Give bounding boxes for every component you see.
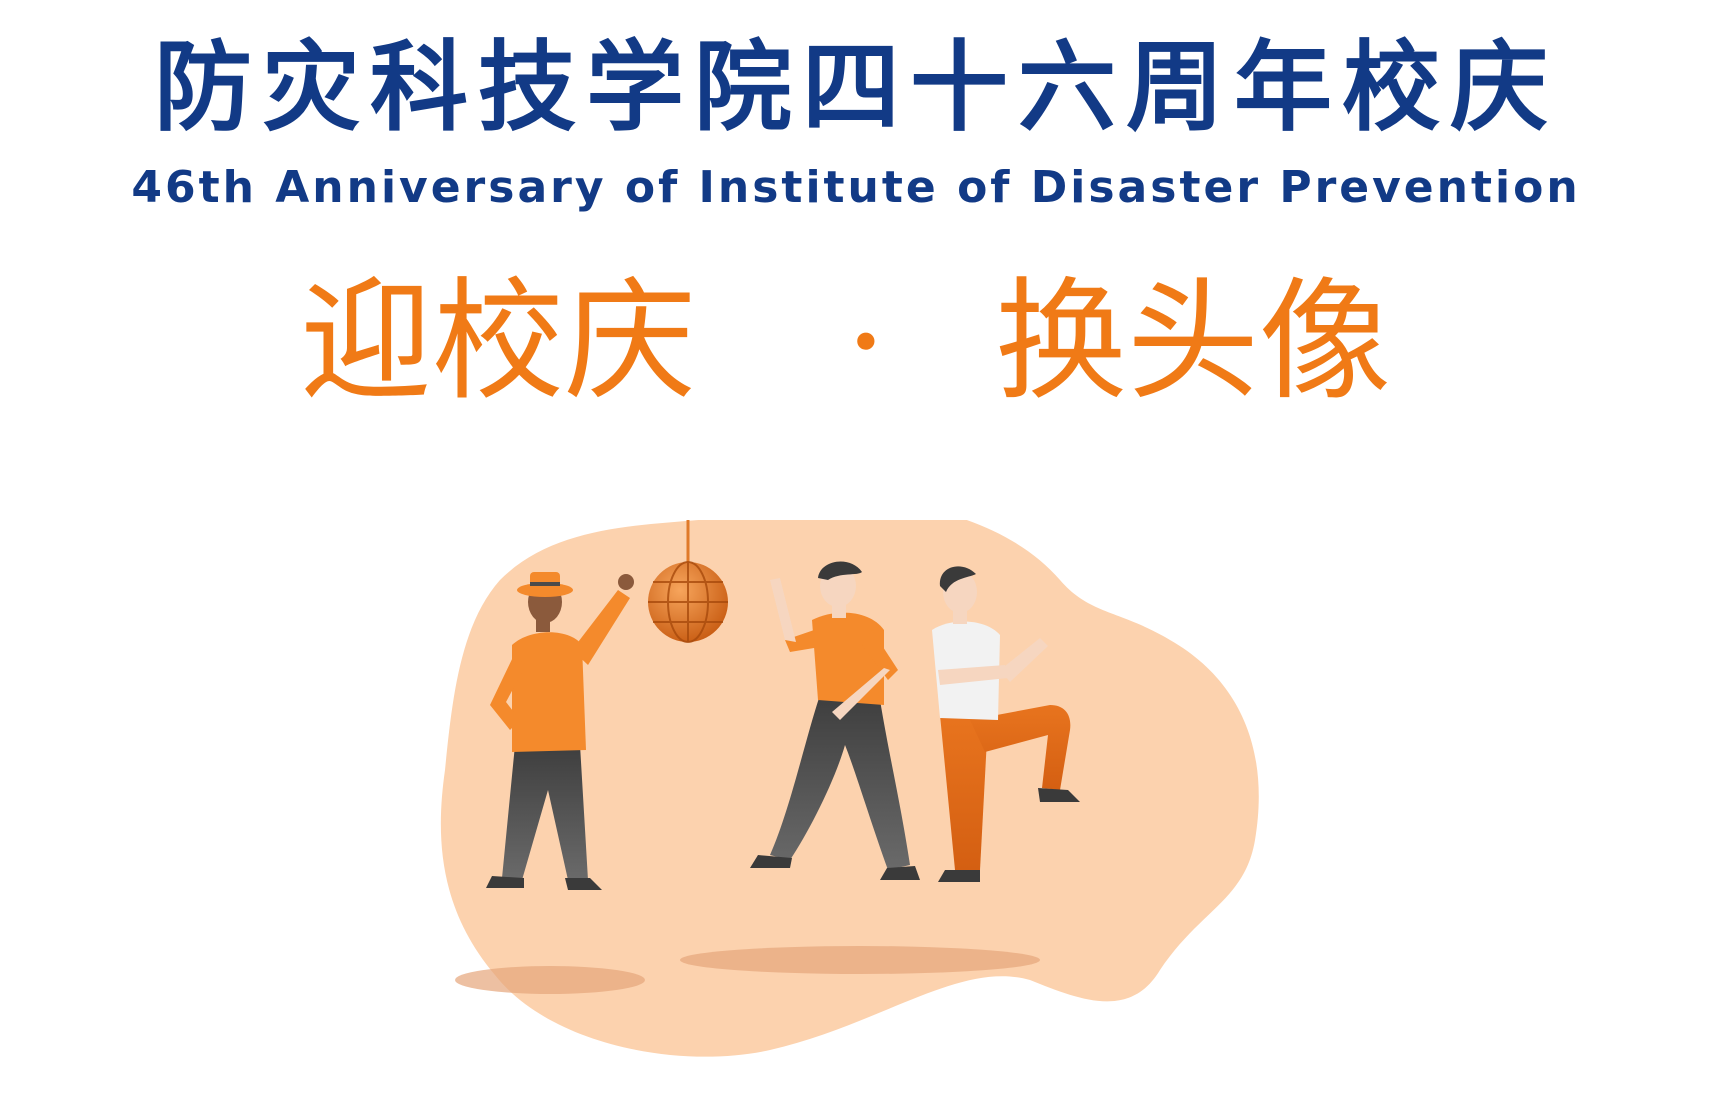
- disco-ball-grid: [648, 561, 728, 643]
- floor-shadow: [455, 966, 645, 994]
- dancer-right: [932, 566, 1080, 882]
- floor-shadow: [680, 946, 1040, 974]
- dancer-middle: [750, 561, 920, 880]
- page-title-chinese: 防灾科技学院四十六周年校庆: [153, 31, 1558, 145]
- dancer-left: [486, 572, 634, 890]
- slogan: 迎校庆 · 换头像: [300, 262, 1450, 422]
- slogan-right: 换头像: [995, 265, 1391, 419]
- background-blob: [440, 520, 1259, 1057]
- slogan-left: 迎校庆: [300, 265, 696, 419]
- slogan-separator: ·: [845, 265, 887, 419]
- page-title-english: 46th Anniversary of Institute of Disaste…: [131, 162, 1581, 213]
- dancing-illustration: [440, 520, 1259, 1057]
